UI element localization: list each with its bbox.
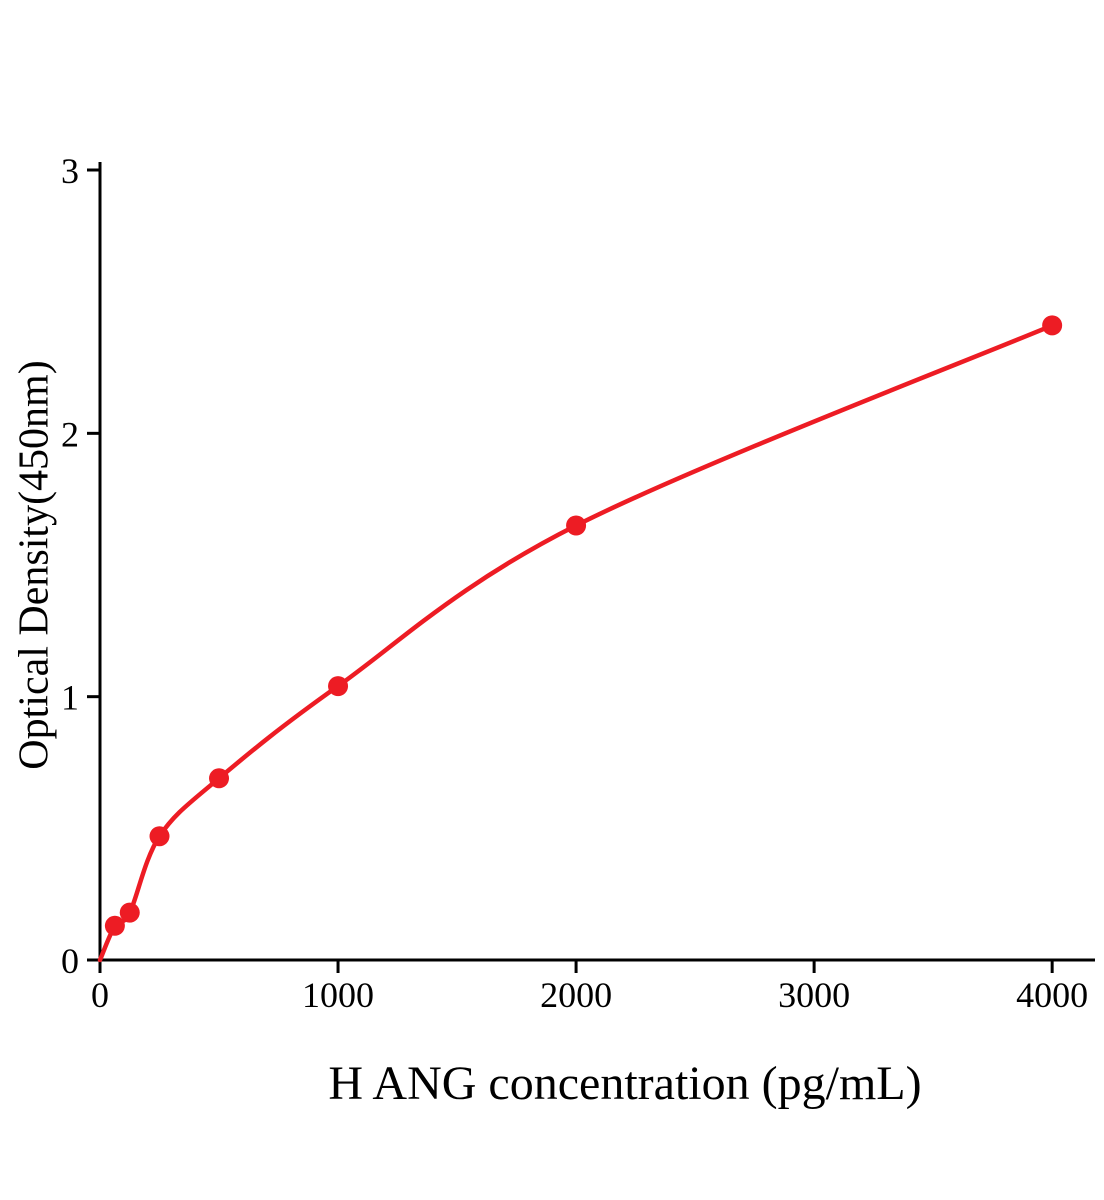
data-point <box>119 902 140 923</box>
y-axis-label: Optical Density(450nm) <box>12 360 59 770</box>
x-tick-label: 2000 <box>540 975 612 1015</box>
x-tick-label: 3000 <box>778 975 850 1015</box>
x-tick-label: 0 <box>91 975 109 1015</box>
data-point <box>1042 315 1063 336</box>
data-point <box>209 768 230 789</box>
y-tick-label: 3 <box>61 151 79 191</box>
data-point <box>328 676 349 697</box>
data-point <box>104 915 125 936</box>
y-axis-label-wrap: Optical Density(450nm) <box>0 170 70 960</box>
fit-curve <box>97 323 1055 963</box>
y-tick-label: 1 <box>61 678 79 718</box>
y-tick-label: 0 <box>61 941 79 981</box>
data-point <box>566 515 587 536</box>
x-tick-label: 4000 <box>1016 975 1088 1015</box>
data-point <box>149 826 170 847</box>
x-tick-label: 1000 <box>302 975 374 1015</box>
x-axis-label: H ANG concentration (pg/mL) <box>328 1057 922 1110</box>
y-tick-label: 2 <box>61 414 79 454</box>
